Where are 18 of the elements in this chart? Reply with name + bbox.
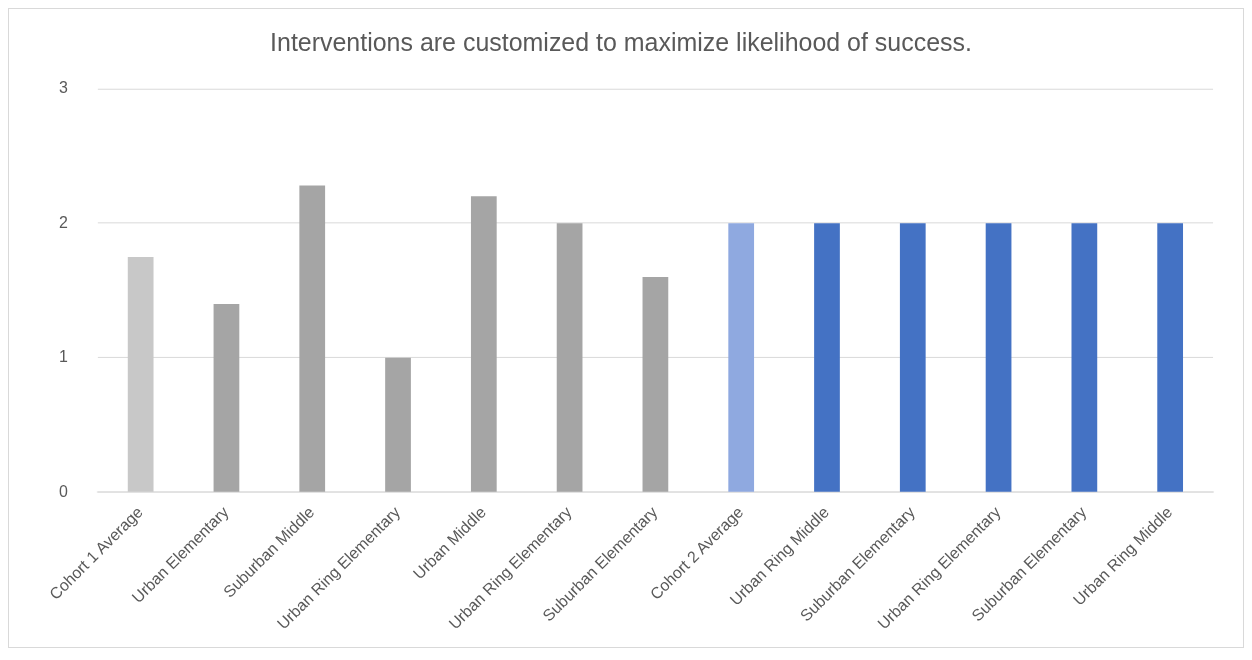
bar [1157,223,1184,492]
bar [642,277,669,492]
bar [814,223,840,492]
bar [556,223,583,492]
y-tick-label: 0 [58,482,68,500]
bar [213,303,240,492]
bar [985,223,1012,492]
bar [899,223,926,492]
bar [127,256,154,492]
bar [385,357,411,492]
bar [1071,223,1098,492]
y-tick-label: 2 [58,213,68,231]
bar [299,185,326,492]
bar [470,196,497,492]
y-tick-label: 3 [58,79,68,97]
y-tick-label: 1 [58,348,68,366]
chart-title: Interventions are customized to maximize likelihood of success. [270,27,972,56]
bar [728,223,755,492]
